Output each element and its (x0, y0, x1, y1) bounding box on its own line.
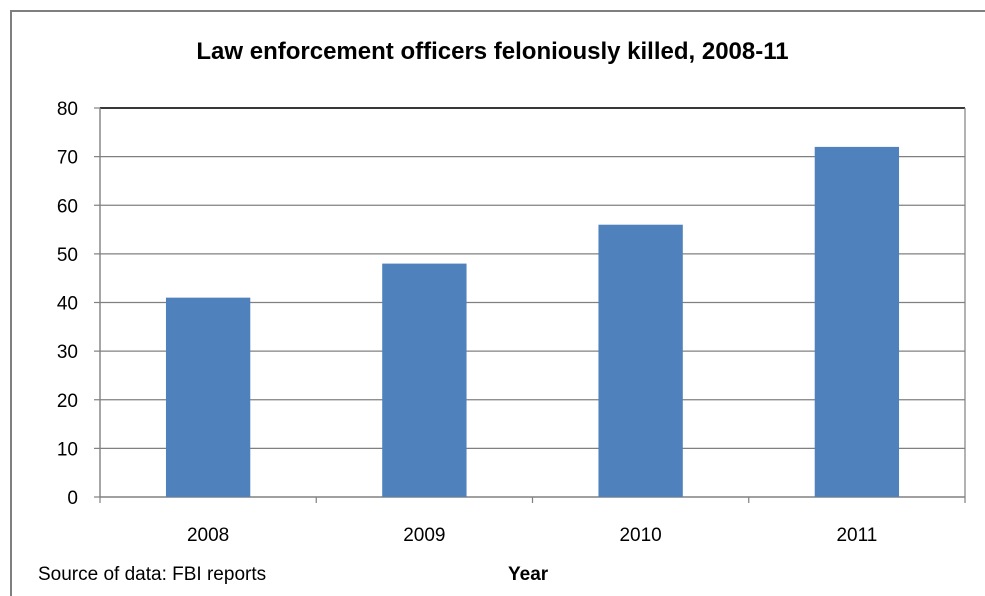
x-tick-labels: 2008 2009 2010 2011 (187, 525, 877, 546)
x-tick-label: 2009 (403, 525, 445, 546)
bar-2010 (598, 224, 683, 497)
y-tick-label: 60 (57, 196, 78, 217)
y-tick-label: 80 (57, 99, 78, 120)
bars (165, 146, 900, 497)
bar-2011 (814, 146, 900, 497)
y-tick-label: 70 (57, 148, 78, 169)
x-axis-title: Year (508, 564, 549, 585)
bar-2008 (165, 297, 251, 497)
chart-title: Law enforcement officers feloniously kil… (196, 38, 789, 65)
y-tick-label: 0 (67, 488, 78, 509)
y-tick-label: 50 (57, 245, 78, 266)
x-tick-label: 2008 (187, 525, 229, 546)
source-note: Source of data: FBI reports (38, 564, 267, 585)
bar-2009 (382, 263, 467, 497)
y-tick-labels: 0 10 20 30 40 50 60 70 80 (57, 99, 78, 509)
y-tick-label: 10 (57, 439, 78, 460)
y-tick-label: 20 (57, 391, 78, 412)
y-tick-label: 40 (57, 294, 78, 315)
x-tick-label: 2011 (836, 525, 877, 546)
y-tick-label: 30 (57, 342, 78, 363)
x-tick-label: 2010 (619, 525, 661, 546)
